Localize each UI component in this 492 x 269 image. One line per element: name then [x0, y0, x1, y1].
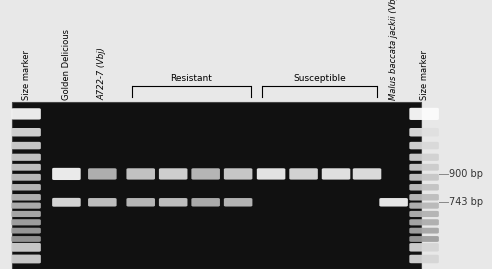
Text: Golden Delicious: Golden Delicious	[62, 29, 71, 100]
FancyBboxPatch shape	[11, 243, 41, 252]
FancyBboxPatch shape	[11, 154, 41, 161]
FancyBboxPatch shape	[11, 236, 41, 242]
FancyBboxPatch shape	[191, 198, 220, 207]
FancyBboxPatch shape	[52, 168, 81, 180]
Text: 900 bp: 900 bp	[449, 169, 483, 179]
FancyBboxPatch shape	[11, 164, 41, 171]
Bar	[12, 102, 421, 269]
FancyBboxPatch shape	[11, 219, 41, 225]
FancyBboxPatch shape	[11, 128, 41, 136]
FancyBboxPatch shape	[11, 108, 41, 119]
FancyBboxPatch shape	[409, 174, 439, 181]
FancyBboxPatch shape	[11, 184, 41, 190]
FancyBboxPatch shape	[11, 203, 41, 209]
FancyBboxPatch shape	[224, 198, 252, 207]
FancyBboxPatch shape	[11, 228, 41, 233]
FancyBboxPatch shape	[353, 168, 381, 180]
Text: Susceptible: Susceptible	[293, 75, 346, 83]
FancyBboxPatch shape	[11, 142, 41, 149]
FancyBboxPatch shape	[52, 198, 81, 207]
FancyBboxPatch shape	[126, 168, 155, 180]
Text: Malus baccata jackii (Vbj): Malus baccata jackii (Vbj)	[389, 0, 398, 100]
FancyBboxPatch shape	[322, 168, 350, 180]
FancyBboxPatch shape	[409, 128, 439, 136]
FancyBboxPatch shape	[11, 254, 41, 263]
FancyBboxPatch shape	[409, 164, 439, 171]
FancyBboxPatch shape	[88, 198, 117, 207]
FancyBboxPatch shape	[224, 168, 252, 180]
FancyBboxPatch shape	[409, 236, 439, 242]
FancyBboxPatch shape	[11, 211, 41, 217]
Text: Size marker: Size marker	[22, 49, 31, 100]
FancyBboxPatch shape	[409, 142, 439, 149]
FancyBboxPatch shape	[379, 198, 408, 207]
FancyBboxPatch shape	[409, 184, 439, 190]
FancyBboxPatch shape	[159, 168, 187, 180]
Text: 743 bp: 743 bp	[449, 197, 483, 207]
FancyBboxPatch shape	[409, 211, 439, 217]
FancyBboxPatch shape	[257, 168, 285, 180]
FancyBboxPatch shape	[409, 255, 439, 263]
FancyBboxPatch shape	[409, 203, 439, 209]
FancyBboxPatch shape	[126, 198, 155, 207]
FancyBboxPatch shape	[409, 228, 439, 233]
FancyBboxPatch shape	[409, 219, 439, 225]
Text: A722-7 (​Vbj​): A722-7 (​Vbj​)	[98, 47, 107, 100]
FancyBboxPatch shape	[88, 168, 117, 180]
FancyBboxPatch shape	[409, 154, 439, 161]
FancyBboxPatch shape	[409, 243, 439, 252]
FancyBboxPatch shape	[409, 194, 439, 200]
FancyBboxPatch shape	[409, 108, 439, 120]
Text: Size marker: Size marker	[420, 49, 429, 100]
Text: Resistant: Resistant	[170, 75, 213, 83]
FancyBboxPatch shape	[11, 194, 41, 200]
FancyBboxPatch shape	[289, 168, 318, 180]
FancyBboxPatch shape	[191, 168, 220, 180]
FancyBboxPatch shape	[11, 174, 41, 181]
FancyBboxPatch shape	[159, 198, 187, 207]
